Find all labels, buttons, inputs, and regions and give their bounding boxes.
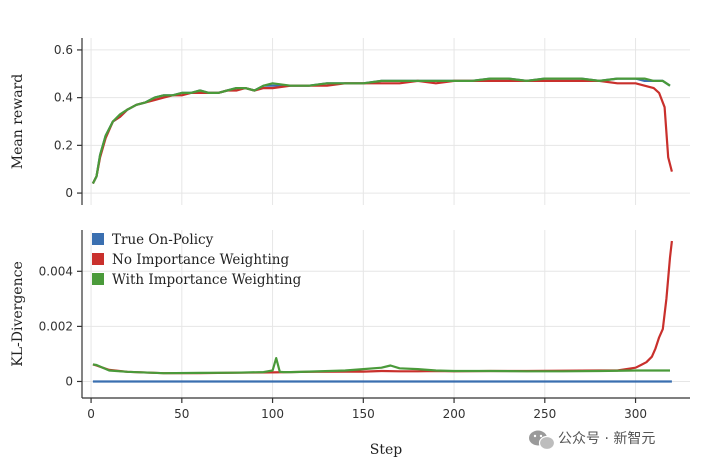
x-tick-label: 100 [261,407,284,421]
y-tick-label: 0.002 [39,319,73,333]
legend-label: True On-Policy [112,232,214,248]
legend: True On-Policy No Importance Weighting Wit… [92,232,302,288]
y-tick-label: 0.2 [54,138,73,152]
x-tick-label: 50 [174,407,189,421]
x-tick-label: 150 [352,407,375,421]
reward-panel: 0 0.2 0.4 0.6 Mean reward [10,38,690,205]
y-axis-label: Mean reward [10,74,26,169]
y-tick-label: 0.004 [39,264,73,278]
legend-label: No Importance Weighting [112,252,289,268]
series-line-with-importance-weighting [91,77,671,184]
x-tick-label: 0 [87,407,95,421]
kl-panel: 0 0.002 0.004 0 50 100 150 200 250 300 Step KL-Dive… [10,230,690,458]
watermark: 公众号 · 新智元 [529,430,655,451]
x-axis-label: Step [370,442,403,458]
y-tick-label: 0.4 [54,91,73,105]
x-tick-label: 300 [624,407,647,421]
wechat-icon [529,430,556,451]
x-tick-label: 200 [443,407,466,421]
legend-swatch [92,233,104,245]
x-tick-label: 250 [533,407,556,421]
y-tick-label: 0 [65,374,73,388]
legend-swatch [92,273,104,285]
series-line-with-importance-weighting [92,357,670,375]
y-tick-label: 0.6 [54,43,73,57]
legend-swatch [92,253,104,265]
watermark-text: 公众号 · 新智元 [558,431,655,447]
series-line-no-importance-weighting [91,79,673,184]
y-axis-label: KL-Divergence [10,261,26,366]
y-tick-label: 0 [65,186,73,200]
legend-label: With Importance Weighting [112,272,302,288]
